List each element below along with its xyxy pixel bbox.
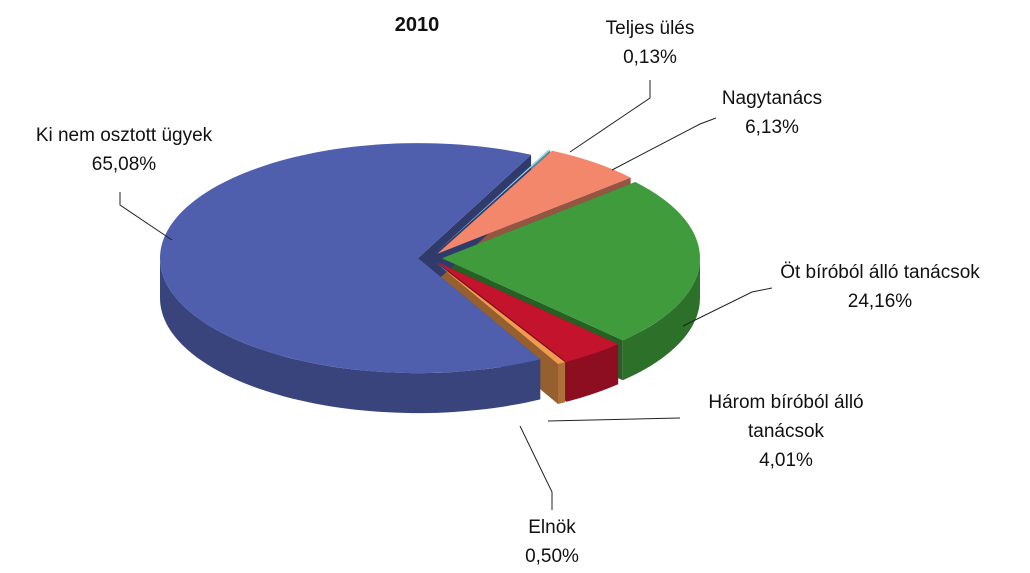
- leader-line: [611, 117, 717, 171]
- value-label: 65,08%: [91, 154, 157, 175]
- slice: [437, 150, 631, 254]
- slice-tops: [160, 143, 700, 374]
- slice: [441, 182, 700, 341]
- value-label: 0,13%: [623, 47, 677, 68]
- leader-line: [682, 287, 773, 327]
- slice-side: [622, 258, 700, 381]
- data-label: Teljes ülés 0,13%: [550, 14, 750, 72]
- category-label: Három bíróból álló tanácsok: [708, 392, 864, 442]
- data-label: Három bíróból álló tanácsok 4,01%: [681, 388, 891, 475]
- chart-title: 2010: [394, 14, 440, 36]
- category-label: Öt bíróból álló tanácsok: [780, 262, 980, 283]
- category-label: Teljes ülés: [605, 18, 695, 39]
- slice-side: [160, 258, 541, 414]
- slice-side: [566, 344, 619, 402]
- value-label: 6,13%: [745, 117, 799, 138]
- data-label: Ki nem osztott ügyek 65,08%: [0, 121, 254, 179]
- slice: [435, 149, 551, 254]
- value-label: 4,01%: [759, 450, 813, 471]
- slice: [160, 143, 541, 374]
- category-label: Ki nem osztott ügyek: [35, 125, 213, 146]
- leader-line: [547, 417, 681, 422]
- leader-line: [569, 80, 651, 153]
- category-label: Elnök: [528, 517, 576, 538]
- leader-line: [519, 425, 553, 510]
- slice: [437, 262, 619, 362]
- data-label: Nagytanács 6,13%: [672, 84, 872, 142]
- data-label: Elnök 0,50%: [492, 513, 612, 571]
- slice: [435, 262, 566, 364]
- value-label: 24,16%: [847, 291, 913, 312]
- leader-line: [119, 192, 173, 241]
- slice-side: [558, 362, 566, 404]
- value-label: 0,50%: [525, 546, 579, 567]
- category-label: Nagytanács: [721, 88, 823, 109]
- data-label: Öt bíróból álló tanácsok 24,16%: [750, 258, 1010, 316]
